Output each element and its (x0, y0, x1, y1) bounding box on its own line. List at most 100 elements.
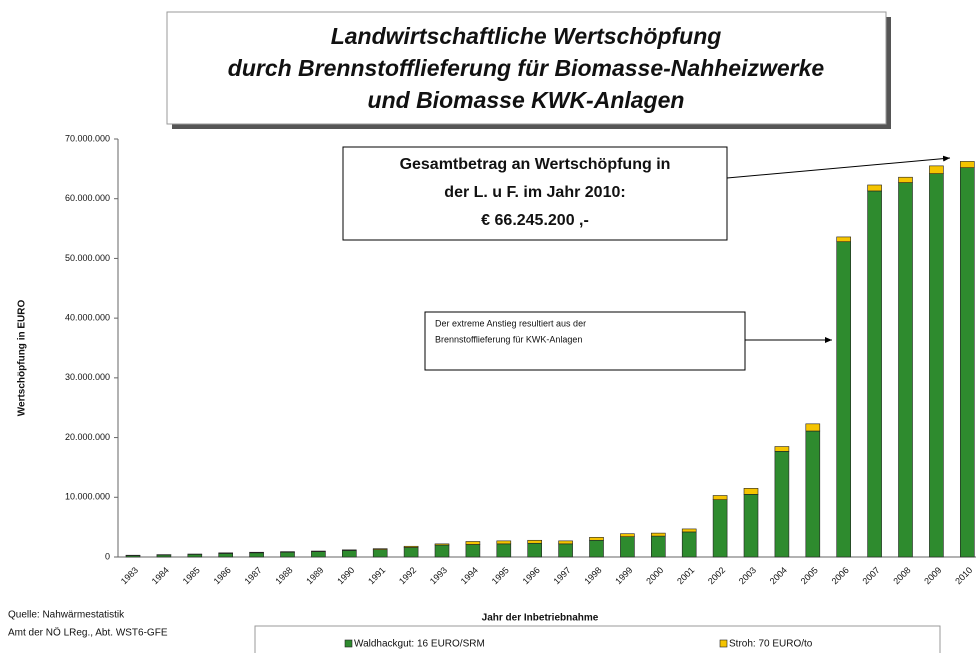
annotation-text: der L. u F. im Jahr 2010: (444, 184, 625, 201)
y-axis-label: Wertschöpfung in EURO (17, 300, 28, 417)
bar-segment (156, 554, 172, 558)
x-tick-label: 1987 (242, 565, 263, 586)
bar-segment (589, 536, 604, 541)
bar-segment (341, 550, 357, 558)
title-line: Landwirtschaftliche Wertschöpfung (331, 23, 722, 49)
annotation-box (342, 146, 728, 241)
x-tick-label: 2000 (644, 565, 665, 586)
x-tick-label: 2005 (799, 565, 820, 586)
source: Quelle: Nahwärmestatistik (8, 610, 125, 621)
x-tick-label: 1998 (582, 565, 603, 586)
x-tick-label: 2004 (768, 565, 789, 586)
bar-segment (249, 551, 264, 554)
x-tick-label: 1997 (551, 565, 572, 586)
x-tick-label: 2003 (737, 565, 758, 586)
y-tick-label: 30.000.000 (65, 372, 110, 382)
legend-swatch (719, 639, 728, 648)
bar-segment (372, 548, 388, 550)
bar-segment (527, 542, 543, 558)
y-tick-label: 40.000.000 (65, 313, 110, 323)
x-tick-label: 1999 (613, 565, 634, 586)
bar-segment (650, 532, 666, 537)
bar-segment (311, 550, 326, 552)
bar-segment (867, 190, 882, 558)
bar-segment (496, 540, 512, 545)
bar-segment (434, 543, 450, 546)
bar-segment (434, 544, 450, 558)
bar-segment (836, 241, 852, 558)
x-tick-label: 1983 (119, 565, 140, 586)
x-tick-label: 2002 (706, 565, 727, 586)
x-tick-label: 2007 (860, 565, 881, 586)
bar-segment (589, 539, 604, 558)
x-tick-label: 1985 (181, 565, 202, 586)
y-tick-label: 10.000.000 (65, 492, 110, 502)
x-tick-label: 1994 (459, 565, 480, 586)
bar-segment (249, 552, 264, 558)
x-tick-label: 2006 (830, 565, 851, 586)
title-line: durch Brennstofflieferung für Biomasse-N… (228, 55, 825, 81)
bar-segment (620, 536, 635, 558)
annotation-box (424, 311, 746, 371)
x-tick-label: 1993 (428, 565, 449, 586)
legend-box (254, 625, 941, 653)
x-tick-label: 1996 (521, 565, 542, 586)
x-tick-label: 1990 (335, 565, 356, 586)
y-tick-label: 50.000.000 (65, 253, 110, 263)
bar-segment (527, 539, 543, 544)
bar-segment (929, 173, 944, 558)
bar-segment (712, 495, 728, 500)
annotation-text: Gesamtbetrag an Wertschöpfung in (400, 156, 671, 173)
y-tick-label: 0 (105, 551, 110, 561)
annotation-text: Der extreme Anstieg resultiert aus der (435, 318, 586, 328)
x-axis-label: Jahr der Inbetriebnahme (482, 613, 599, 624)
bar-segment (403, 545, 419, 548)
bar-segment (959, 161, 975, 168)
bar-segment (774, 446, 790, 452)
y-tick-label: 70.000.000 (65, 133, 110, 143)
bar-segment (743, 488, 759, 495)
bar-segment (681, 528, 697, 533)
bar-segment (836, 236, 852, 243)
bar-segment (805, 430, 821, 558)
bar-segment (280, 551, 295, 553)
legend-swatch (344, 639, 353, 648)
bar-segment (867, 184, 882, 192)
bar-segment (465, 544, 481, 558)
bar-segment (280, 551, 295, 558)
source: Amt der NÖ LReg., Abt. WST6-GFE (8, 627, 168, 639)
x-tick-label: 1988 (273, 565, 294, 586)
bar-segment (558, 540, 573, 545)
bar-segment (620, 533, 635, 537)
bar-segment (774, 451, 790, 558)
bar-segment (743, 493, 759, 558)
y-tick-label: 60.000.000 (65, 193, 110, 203)
bar-segment (959, 167, 975, 558)
bar-segment (187, 554, 203, 558)
bar-segment (496, 543, 512, 558)
bar-segment (218, 552, 233, 554)
legend-label: Waldhackgut: 16 EURO/SRM (354, 639, 485, 650)
bar-segment (681, 531, 697, 558)
x-tick-label: 1992 (397, 565, 418, 586)
bar-segment (465, 541, 481, 545)
bar-segment (650, 535, 666, 558)
x-tick-label: 2009 (922, 565, 943, 586)
x-tick-label: 2001 (675, 565, 696, 586)
bar-segment (403, 547, 419, 558)
title-box (166, 11, 887, 125)
legend-label: Stroh: 70 EURO/to (729, 639, 813, 650)
bar-segment (929, 165, 944, 174)
arrow (726, 155, 951, 179)
y-tick-label: 20.000.000 (65, 432, 110, 442)
x-tick-label: 1989 (304, 565, 325, 586)
bar-segment (372, 549, 388, 558)
x-tick-label: 1991 (366, 565, 387, 586)
annotation-text: Brennstofflieferung für KWK-Anlagen (435, 334, 582, 344)
x-tick-label: 2008 (891, 565, 912, 586)
x-tick-label: 1995 (490, 565, 511, 586)
annotation-text: € 66.245.200 ,- (481, 212, 589, 229)
bar-segment (558, 543, 573, 558)
bar-segment (898, 182, 913, 558)
bar-segment (341, 549, 357, 551)
